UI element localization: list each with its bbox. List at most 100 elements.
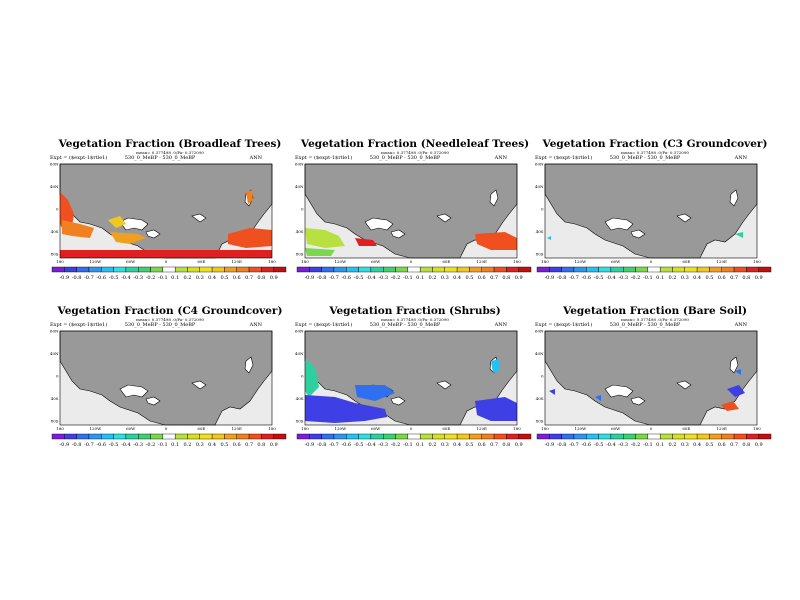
expt-center: 530_0_MeBP - 530_0_MeBP [609,155,681,161]
land-mask [304,330,518,426]
colorbar-swatch [321,433,335,440]
colorbar-swatch [125,266,139,273]
lat-tick-label: 80S [536,419,544,424]
colorbar-label: 0.3 [196,275,204,281]
data-overlay [110,232,146,244]
island-outline [191,213,207,223]
colorbar-swatch [101,433,114,440]
colorbar-label: 0.2 [428,275,436,281]
lat-tick-label: 0 [301,374,304,379]
colorbar-swatch [370,433,384,440]
colorbar-swatch [76,433,90,440]
colorbar-label: 0.5 [705,275,713,281]
lat-tick-label: 0 [541,374,544,379]
colorbar-swatch [549,433,562,440]
colorbar-swatch [469,433,482,440]
colorbar-label: -0.4 [121,442,131,448]
map-frame [544,330,758,426]
colorbar-swatch [51,266,65,273]
colorbar-swatch [481,266,495,273]
panel-meta: mean= 0.377498 .0/Pa- 0.372090 [621,317,689,322]
colorbar-swatch [586,433,599,440]
colorbar-label: 0.8 [742,442,750,448]
colorbar-label: 0.1 [416,442,424,448]
colorbar-label: -0.9 [544,275,554,281]
colorbar-swatch [549,266,562,273]
panel-title: Vegetation Fraction (C3 Groundcover) [542,138,768,150]
map-frame [304,330,518,426]
colorbar-label: 0.6 [718,275,726,281]
colorbar-label: -0.7 [569,442,579,448]
lon-tick-label: 180 [301,259,309,264]
colorbar-label: -0.5 [109,275,119,281]
season-label: ANN [249,322,262,328]
colorbar-label: 0.8 [742,275,750,281]
colorbar-label: 0.7 [490,442,498,448]
colorbar-label: -0.8 [557,275,567,281]
data-overlay [60,250,272,258]
expt-center: 530_0_MeBP - 530_0_MeBP [124,155,196,161]
map-plot: 60N 40N 0 40S 80S 180 120W 60W 0 60E 120E 180 [535,162,761,265]
colorbar-swatch [88,433,102,440]
lon-tick-label: 120W [334,426,347,431]
colorbar-swatch [211,433,225,440]
data-overlay [305,395,387,423]
colorbar-swatch [333,266,347,273]
lat-tick-label: 60N [535,329,544,334]
expt-left: Expt = ($expt-1$rtle1) [535,322,593,328]
colorbar-label: -0.4 [606,442,616,448]
colorbar-label: 0.3 [441,442,449,448]
colorbar-swatch [746,433,759,440]
colorbar-swatch [211,266,225,273]
lon-tick-label: 180 [753,426,761,431]
expt-center: 530_0_MeBP - 530_0_MeBP [369,322,441,328]
island-outline [436,380,452,390]
colorbar-label: -0.2 [391,442,401,448]
colorbar-swatch [684,266,698,273]
island-outline [119,217,149,231]
colorbar-label: 0.7 [730,275,738,281]
colorbar-swatch [199,433,213,440]
map-plot: 60N 40N 0 40S 80S 180 120W 60W 0 60E 120E 180 [50,162,276,265]
colorbar-label: 0.6 [478,442,486,448]
colorbar-swatch [586,266,599,273]
lat-tick-label: 40S [536,229,544,234]
colorbar-swatch [721,266,735,273]
map-panel: Vegetation Fraction (C4 Groundcover) mea… [50,305,290,470]
colorbar-label: 0.2 [428,442,436,448]
colorbar: -0.9 -0.8 -0.7 -0.6 -0.5 -0.4 -0.3 -0.2 -0.1 0.1 0… [296,433,532,448]
lat-tick-label: 40N [50,184,59,189]
lon-tick-label: 120W [574,259,587,264]
colorbar-label: -0.2 [631,442,641,448]
lon-tick-label: 60W [126,259,136,264]
lon-tick-label: 120W [574,426,587,431]
colorbar-label: 0.9 [270,442,278,448]
colorbar-label: 0.7 [245,442,253,448]
data-overlay [355,385,395,401]
lat-tick-label: 0 [301,207,304,212]
colorbar-swatch [333,433,347,440]
colorbar-swatch [647,433,661,440]
data-overlay [475,397,517,421]
colorbar-swatch [419,433,433,440]
season-label: ANN [734,155,747,161]
colorbar-swatch [518,266,532,273]
island-outline [676,380,692,390]
lon-tick-label: 60E [682,259,690,264]
data-overlay [228,228,272,248]
lon-tick-label: 0 [650,259,653,264]
colorbar-swatch [358,266,372,273]
map-plot: 60N 40N 0 40S 80S 180 120W 60W 0 60E 120E 180 [535,329,761,432]
lon-tick-label: 120E [476,259,487,264]
colorbar-swatch [407,266,421,273]
expt-left: Expt = ($expt-1$rtle1) [50,322,108,328]
map-frame [59,163,273,259]
colorbar-label: 0.5 [220,442,228,448]
colorbar-swatch [456,433,470,440]
map-frame [304,163,518,259]
colorbar-label: -0.9 [59,442,69,448]
map-frame [544,163,758,259]
data-overlay [305,359,319,397]
island-outline [729,189,739,207]
island-outline [489,189,499,207]
